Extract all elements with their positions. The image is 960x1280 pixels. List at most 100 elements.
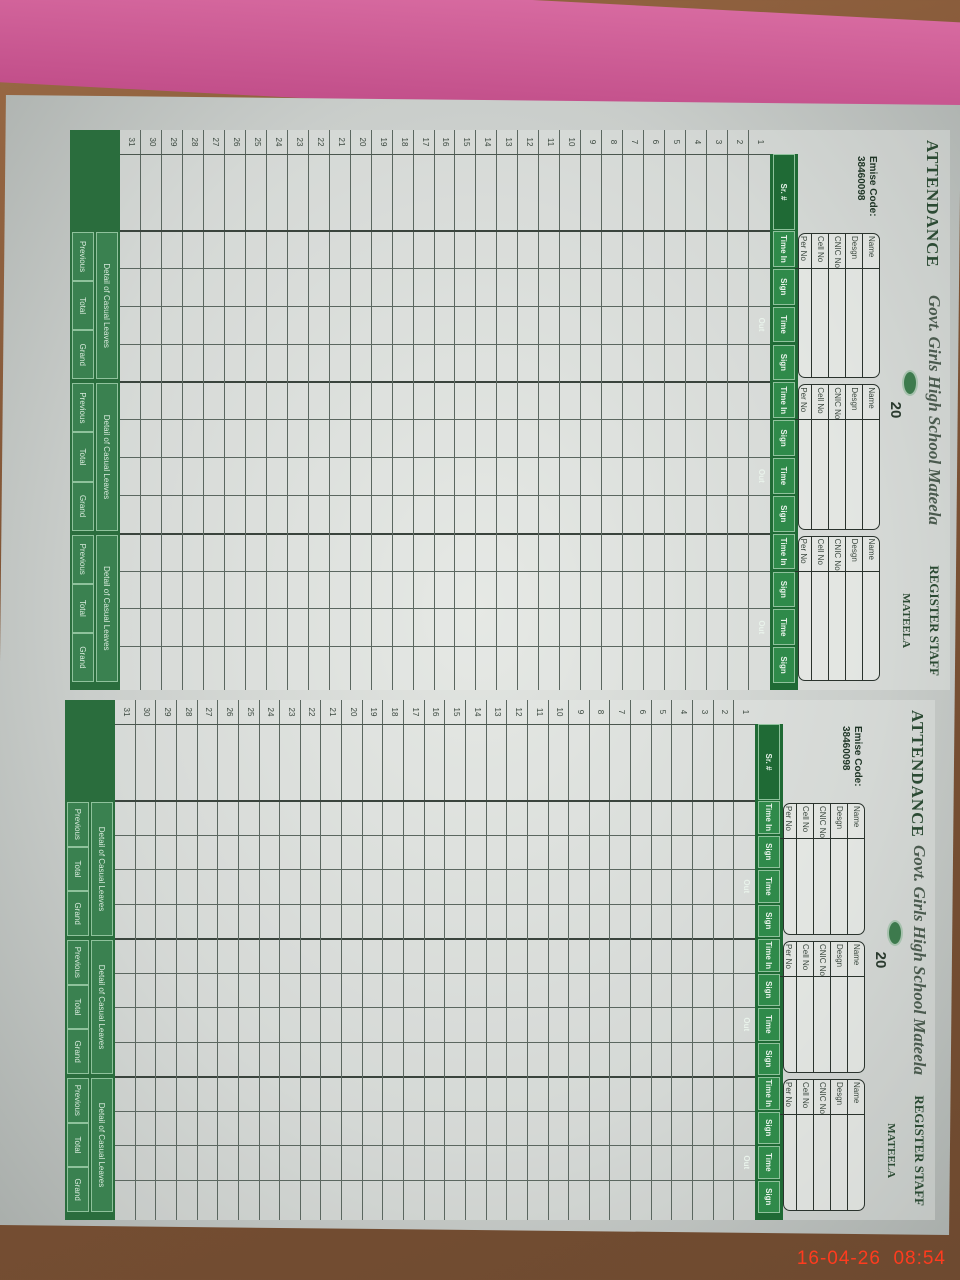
table-row: 28 [181, 130, 204, 690]
footer-heading: Detail of Casual Leaves [96, 383, 118, 531]
staff-field-label: CNIC No [829, 385, 845, 421]
emis-code: Emise Code: 38460098 [839, 726, 863, 796]
casual-leave-footer: Detail of Casual Leaves Previous Total Gran… [65, 700, 115, 1220]
column-header-sign: Sign [758, 1180, 780, 1213]
table-row: 31 [119, 130, 141, 690]
staff-field-label: Name [848, 942, 864, 977]
column-header-time: Time In [758, 801, 780, 834]
footer-heading: Detail of Casual Leaves [91, 1078, 113, 1212]
table-row: 30 [134, 700, 157, 1220]
day-number: 18 [392, 130, 414, 155]
staff-field: Name [862, 536, 879, 680]
day-number: 4 [686, 130, 708, 155]
staff-field: Name [862, 234, 879, 378]
footer-cell: Total [67, 984, 89, 1030]
day-number: 24 [266, 130, 288, 155]
register-title: ATTENDANCE [923, 140, 942, 268]
footer-cell: Grand [72, 330, 94, 380]
day-number: 20 [342, 700, 363, 725]
staff-field: Name [862, 385, 879, 529]
staff-field: Desgn [830, 804, 847, 934]
emis-value: 38460098 [840, 726, 851, 771]
staff-info-box: Name Desgn CNIC No Cell No Per No [795, 384, 880, 530]
footer-cell: Total [67, 846, 89, 892]
table-row: 21 [328, 130, 351, 690]
staff-field-label: Cell No [812, 536, 828, 572]
table-row: 29 [160, 130, 183, 690]
column-header-time: Time In [773, 533, 795, 570]
sheet-header: ATTENDANCE Govt. Girls High School Mateel… [865, 700, 935, 1220]
day-number: 5 [651, 700, 673, 725]
column-header-time: Time In [773, 231, 795, 267]
staff-field: Cell No [811, 536, 828, 680]
table-row: 24 [265, 130, 288, 690]
table-row: 4 [685, 130, 708, 690]
staff-field: Desgn [830, 1080, 847, 1210]
day-number: 4 [672, 700, 694, 725]
day-number: 25 [245, 130, 267, 155]
staff-field-label: Cell No [797, 942, 813, 977]
day-number: 3 [693, 700, 714, 725]
table-row: 6 [630, 700, 652, 1220]
day-number: 28 [176, 700, 198, 725]
table-row: 16 [433, 130, 456, 690]
staff-field-label: CNIC No [814, 804, 830, 839]
table-row: 27 [202, 130, 225, 690]
staff-field: Per No [780, 942, 796, 1072]
table-row: 11 [526, 700, 549, 1220]
day-number: 21 [321, 700, 343, 725]
footer-cell: Grand [67, 1167, 89, 1212]
day-number: 30 [135, 700, 157, 725]
footer-cell: Grand [67, 1029, 89, 1074]
table-row: 19 [370, 130, 393, 690]
column-header-sign: Sign [773, 647, 795, 683]
column-header-sign: Sign [773, 420, 795, 456]
day-number: 26 [218, 700, 239, 725]
staff-info-box: Name Desgn CNIC No Cell No Per No [780, 1079, 865, 1211]
footer-cell: Previous [67, 802, 89, 847]
staff-field: CNIC No [828, 385, 845, 529]
footer-cell: Total [72, 281, 94, 331]
register-type: REGISTER STAFF [912, 1095, 927, 1206]
table-row: 24 [258, 700, 281, 1220]
staff-field: Per No [795, 536, 811, 680]
column-header-time: Time Out [742, 1008, 780, 1041]
column-header-time: Time Out [757, 458, 795, 494]
day-number: 31 [115, 700, 136, 725]
column-header-time: Time In [758, 939, 780, 972]
register-place: MATEELA [885, 1123, 897, 1179]
staff-field: CNIC No [813, 1080, 830, 1210]
day-number: 16 [424, 700, 446, 725]
serial-header: Sr. # [773, 154, 795, 230]
day-number: 13 [497, 130, 519, 155]
footer-cell: Total [67, 1122, 89, 1168]
column-header-sign: Sign [758, 1111, 780, 1144]
table-row: 3 [692, 700, 714, 1220]
column-header-sign: Sign [758, 835, 780, 868]
staff-info-box: Name Desgn CNIC No Cell No Per No [795, 233, 880, 379]
staff-field-label: CNIC No [829, 234, 845, 269]
staff-field: Name [847, 942, 864, 1072]
staff-field: Cell No [796, 1080, 813, 1210]
day-number: 17 [404, 700, 425, 725]
register-place: MATEELA [900, 593, 912, 649]
register-label: REGISTER STAFF MATEELA [900, 565, 942, 676]
school-logo-icon [902, 370, 918, 396]
day-number: 8 [602, 130, 624, 155]
table-row: 13 [496, 130, 519, 690]
staff-field-label: Desgn [831, 942, 847, 977]
table-row: 7 [622, 130, 645, 690]
serial-header: Sr. # [758, 724, 780, 800]
table-row: 6 [643, 130, 666, 690]
day-number: 19 [371, 130, 393, 155]
footer-cell: Grand [72, 632, 94, 682]
table-row: 13 [485, 700, 508, 1220]
table-row: 30 [139, 130, 162, 690]
table-row: 8 [588, 700, 611, 1220]
emis-label: Emise Code: [852, 726, 863, 787]
staff-field: Desgn [845, 536, 862, 680]
day-number: 11 [539, 130, 561, 155]
staff-field-label: Name [863, 385, 879, 421]
staff-field: Cell No [811, 234, 828, 378]
day-number: 15 [455, 130, 477, 155]
